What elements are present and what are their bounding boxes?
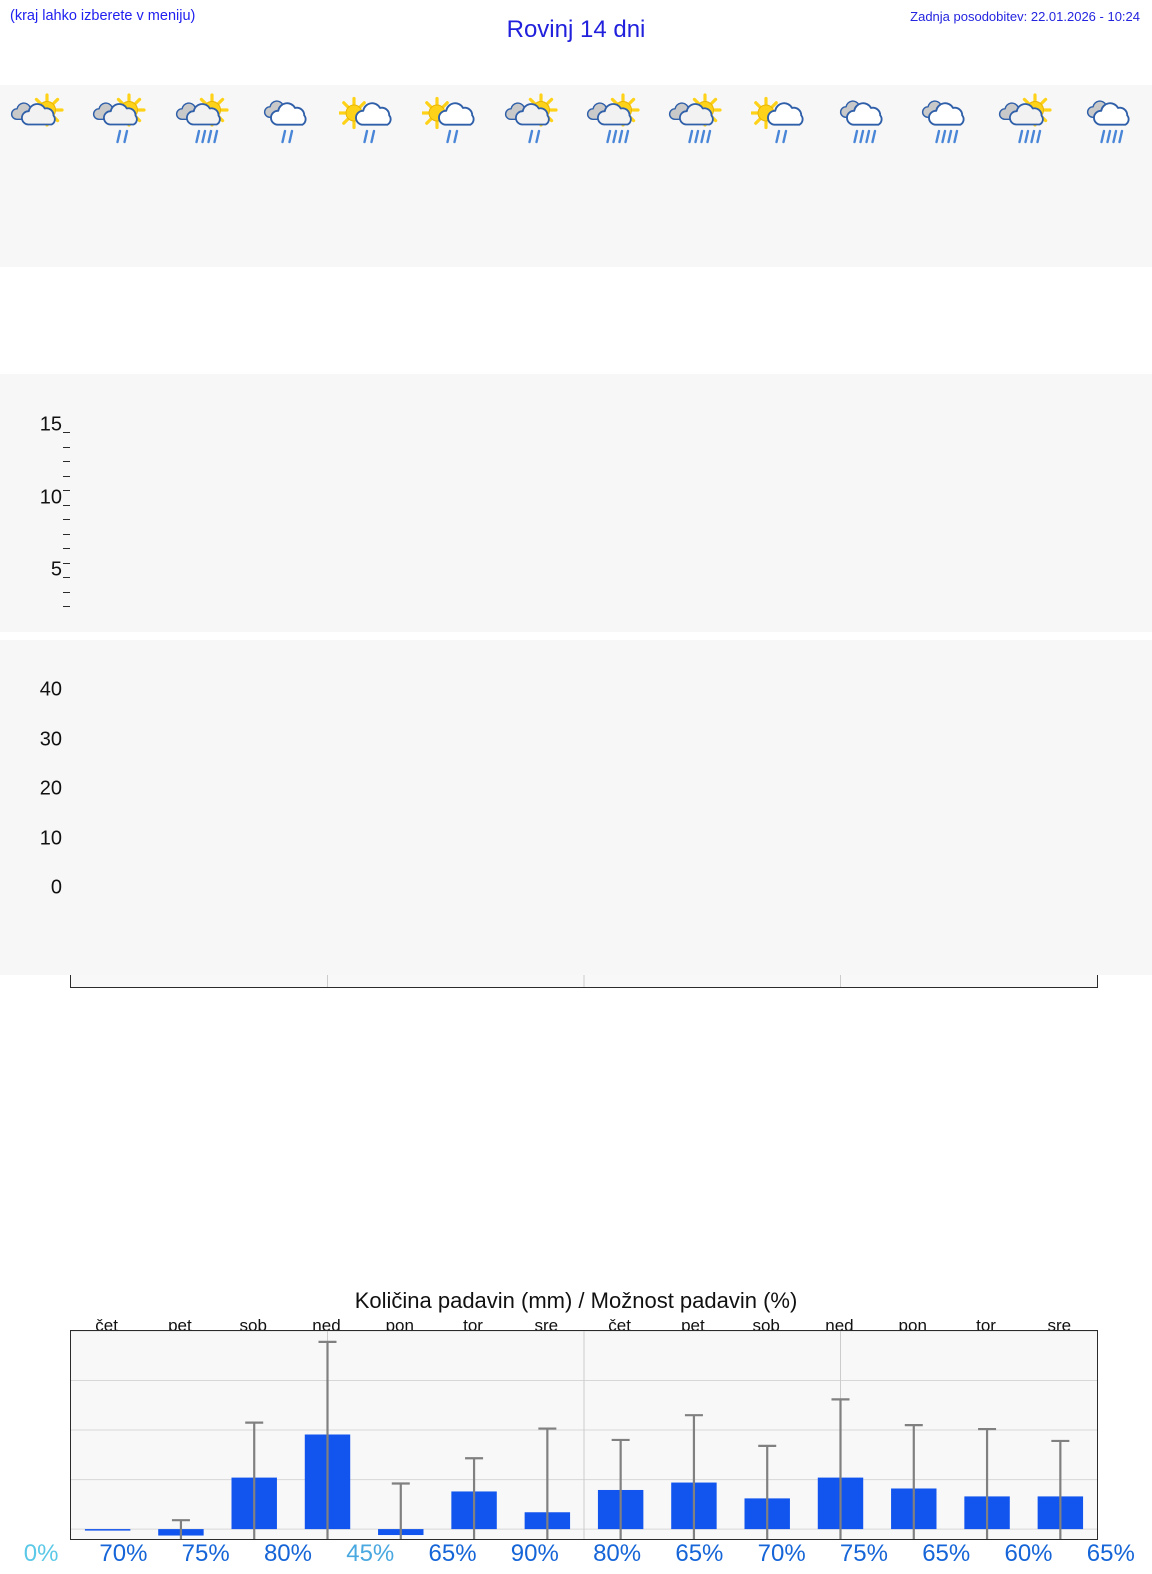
precipitation-chart-title: Količina padavin (mm) / Možnost padavin … [0, 1288, 1152, 1314]
sun-behind-cloud-light-rain-icon [504, 93, 566, 145]
precipitation-probability: 70% [99, 1540, 148, 1567]
day-column[interactable] [494, 85, 576, 267]
precipitation-probability: 45% [346, 1540, 395, 1567]
precipitation-probability: 65% [428, 1540, 477, 1567]
sun-behind-cloud-rain-icon [668, 93, 730, 145]
temperature-y-tick: 5 [50, 558, 62, 581]
sun-cloud-light-rain-icon [749, 93, 813, 145]
sun-behind-cloud-rain-icon [175, 93, 237, 145]
temperature-tick-mark [63, 533, 70, 535]
day-column[interactable] [905, 85, 987, 267]
temperature-tick-mark [63, 591, 70, 593]
page-title: Rovinj 14 dni [506, 16, 646, 43]
temperature-tick-mark [63, 461, 70, 463]
temperature-tick-mark [63, 606, 70, 608]
cloud-rain-icon [915, 93, 977, 145]
temperature-tick-mark [63, 577, 70, 579]
sun-cloud-light-rain-icon [338, 93, 401, 145]
temperature-tick-mark [63, 490, 70, 492]
cloud-rain-icon [833, 93, 895, 145]
last-updated-text: Zadnja posodobitev: 22.01.2026 - 10:24 [910, 9, 1140, 24]
precipitation-probability: 65% [675, 1540, 724, 1567]
day-column[interactable] [329, 85, 411, 267]
temperature-chart: Temperatura (°C) © vreme.us & vreme.pro … [0, 374, 1152, 988]
precipitation-chart: Količina padavin (mm) / Možnost padavin … [0, 640, 1152, 1567]
precipitation-probability: 80% [263, 1540, 312, 1567]
menu-hint-link[interactable]: (kraj lahko izberete v meniju) [10, 8, 196, 24]
precipitation-probability: 75% [839, 1540, 888, 1567]
precipitation-probability: 60% [1004, 1540, 1053, 1567]
precipitation-y-tick: 20 [39, 777, 62, 800]
day-column[interactable] [658, 85, 740, 267]
day-column[interactable] [741, 85, 823, 267]
precipitation-y-tick: 30 [39, 728, 62, 751]
precipitation-probability: 0% [23, 1540, 59, 1567]
sun-behind-cloud-light-rain-icon [92, 93, 154, 145]
day-column[interactable] [411, 85, 493, 267]
day-column[interactable] [987, 85, 1069, 267]
day-column[interactable] [1070, 85, 1152, 267]
day-column[interactable] [165, 85, 247, 267]
temperature-tick-mark [63, 475, 70, 477]
precipitation-probability-row: 0% 70% 75% 80% 45% 65% 90% 80% 65% 70% 75% 65% 60% 65… [0, 1540, 1152, 1574]
temperature-tick-mark [63, 519, 70, 521]
precipitation-probability: 65% [1086, 1540, 1135, 1567]
precipitation-probability: 70% [757, 1540, 806, 1567]
precipitation-plot-area [70, 1330, 1098, 1540]
sun-behind-cloud-rain-icon [998, 93, 1060, 145]
precipitation-y-tick: 10 [39, 827, 62, 850]
day-column[interactable] [0, 85, 82, 267]
forecast-day-strip [0, 85, 1152, 267]
precipitation-y-tick: 40 [39, 678, 62, 701]
sun-cloud-light-rain-icon [420, 93, 484, 145]
precipitation-probability: 90% [510, 1540, 559, 1567]
temperature-tick-mark [63, 432, 70, 434]
precipitation-probability: 65% [922, 1540, 971, 1567]
temperature-tick-mark [63, 446, 70, 448]
day-column[interactable] [576, 85, 658, 267]
temperature-tick-mark [63, 562, 70, 564]
temperature-tick-mark [63, 548, 70, 550]
sun-behind-cloud-rain-icon [586, 93, 648, 145]
precipitation-y-tick: 0 [50, 876, 62, 899]
cloud-rain-icon [1080, 93, 1142, 145]
temperature-y-tick: 10 [39, 486, 62, 509]
cloud-light-rain-icon [257, 93, 319, 145]
temperature-tick-mark [63, 504, 70, 506]
day-column[interactable] [82, 85, 164, 267]
precipitation-plot-svg [71, 1331, 1097, 1539]
day-column[interactable] [823, 85, 905, 267]
sun-behind-cloud-icon [10, 93, 72, 145]
day-column[interactable] [247, 85, 329, 267]
page-header: (kraj lahko izberete v meniju) Rovinj 14… [0, 0, 1152, 46]
precipitation-probability: 75% [181, 1540, 230, 1567]
precipitation-probability: 80% [593, 1540, 642, 1567]
temperature-y-tick: 15 [39, 413, 62, 436]
